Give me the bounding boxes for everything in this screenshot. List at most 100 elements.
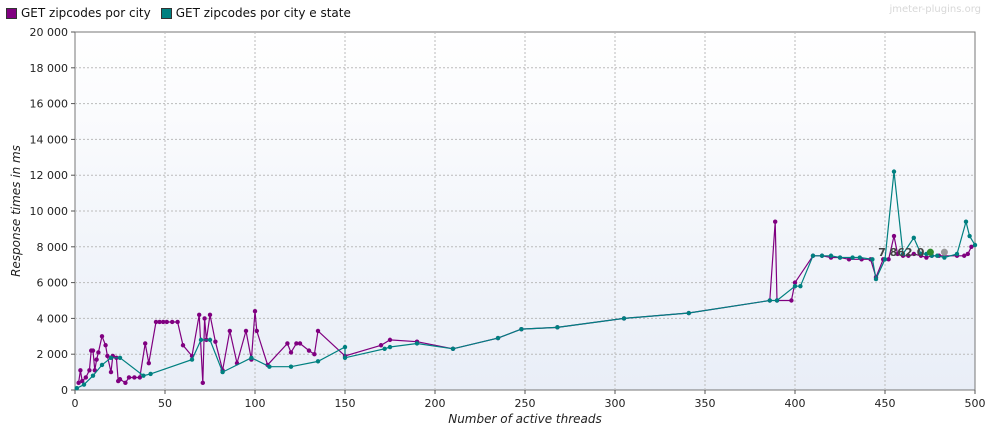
data-point[interactable]: [972, 242, 978, 248]
data-point[interactable]: [108, 369, 114, 375]
data-point[interactable]: [900, 251, 906, 257]
data-point[interactable]: [819, 253, 825, 258]
data-point[interactable]: [850, 255, 855, 260]
data-point[interactable]: [207, 312, 213, 318]
data-point[interactable]: [837, 255, 843, 260]
data-point[interactable]: [789, 298, 794, 303]
data-point[interactable]: [828, 253, 834, 258]
data-point[interactable]: [519, 326, 524, 332]
data-point[interactable]: [157, 319, 162, 325]
data-point[interactable]: [891, 169, 897, 174]
data-point[interactable]: [954, 251, 960, 257]
data-point[interactable]: [342, 344, 348, 350]
data-point[interactable]: [911, 235, 916, 241]
data-point[interactable]: [306, 348, 312, 353]
data-point[interactable]: [164, 319, 169, 325]
data-point[interactable]: [117, 355, 123, 360]
data-point[interactable]: [189, 357, 195, 362]
data-point[interactable]: [90, 348, 96, 353]
data-point[interactable]: [294, 341, 299, 346]
data-point[interactable]: [267, 364, 272, 369]
data-point[interactable]: [137, 375, 142, 380]
data-point[interactable]: [123, 380, 128, 386]
data-point[interactable]: [895, 251, 900, 257]
data-point[interactable]: [90, 373, 96, 378]
data-point[interactable]: [810, 253, 816, 258]
data-point[interactable]: [312, 352, 317, 357]
data-point[interactable]: [213, 339, 218, 344]
data-point[interactable]: [870, 257, 875, 262]
data-point[interactable]: [99, 334, 105, 339]
data-point[interactable]: [180, 343, 186, 348]
data-point[interactable]: [891, 233, 897, 239]
data-point[interactable]: [315, 359, 321, 364]
data-point[interactable]: [621, 316, 627, 321]
data-point[interactable]: [555, 325, 560, 330]
data-point[interactable]: [288, 350, 294, 355]
data-point[interactable]: [414, 341, 420, 346]
data-point[interactable]: [495, 335, 501, 341]
data-point[interactable]: [857, 255, 862, 260]
data-point[interactable]: [220, 369, 225, 375]
data-point[interactable]: [105, 353, 110, 359]
data-point[interactable]: [200, 380, 205, 386]
data-point[interactable]: [197, 312, 202, 318]
data-point[interactable]: [198, 337, 204, 343]
data-point[interactable]: [965, 251, 970, 257]
data-point[interactable]: [132, 375, 137, 380]
data-point[interactable]: [773, 219, 778, 224]
data-point[interactable]: [108, 355, 114, 360]
data-point[interactable]: [99, 362, 105, 368]
data-point[interactable]: [249, 355, 254, 360]
data-point[interactable]: [81, 382, 87, 387]
data-point[interactable]: [74, 386, 80, 391]
data-point[interactable]: [792, 280, 798, 285]
data-point[interactable]: [906, 253, 911, 258]
data-point[interactable]: [175, 319, 180, 325]
data-point[interactable]: [161, 319, 166, 325]
data-point[interactable]: [76, 380, 81, 386]
data-point[interactable]: [297, 341, 303, 346]
data-point[interactable]: [450, 346, 456, 352]
data-point[interactable]: [243, 328, 249, 334]
data-point[interactable]: [382, 346, 387, 352]
data-point[interactable]: [148, 371, 153, 377]
data-point[interactable]: [288, 364, 294, 369]
data-point[interactable]: [767, 298, 772, 303]
data-point[interactable]: [78, 368, 83, 373]
data-point[interactable]: [387, 337, 393, 343]
data-point[interactable]: [252, 309, 258, 314]
data-point[interactable]: [686, 310, 691, 316]
data-point[interactable]: [792, 283, 798, 289]
data-point[interactable]: [254, 328, 259, 334]
data-point[interactable]: [924, 255, 929, 260]
data-point[interactable]: [886, 257, 891, 262]
data-point[interactable]: [170, 319, 175, 325]
data-point[interactable]: [94, 357, 99, 362]
data-point[interactable]: [141, 373, 146, 378]
data-point[interactable]: [80, 378, 85, 384]
data-point[interactable]: [227, 328, 232, 334]
data-point[interactable]: [146, 360, 151, 366]
data-point[interactable]: [774, 298, 780, 303]
data-point[interactable]: [942, 255, 947, 260]
data-point[interactable]: [315, 328, 321, 334]
data-point[interactable]: [911, 251, 916, 257]
data-point[interactable]: [285, 341, 290, 346]
data-point[interactable]: [153, 319, 159, 325]
data-point[interactable]: [969, 244, 974, 249]
data-point[interactable]: [918, 251, 924, 257]
legend-item-city-state[interactable]: GET zipcodes por city e state: [160, 6, 351, 20]
data-point[interactable]: [143, 341, 148, 346]
data-point[interactable]: [962, 253, 967, 258]
data-point[interactable]: [963, 219, 969, 224]
data-point[interactable]: [967, 233, 972, 239]
data-point[interactable]: [873, 276, 879, 282]
data-point[interactable]: [83, 375, 89, 380]
data-point[interactable]: [126, 375, 132, 380]
data-point[interactable]: [935, 253, 940, 258]
data-point[interactable]: [87, 368, 92, 373]
data-point[interactable]: [202, 316, 207, 321]
legend-item-city[interactable]: GET zipcodes por city: [6, 6, 151, 20]
data-point[interactable]: [103, 343, 108, 348]
